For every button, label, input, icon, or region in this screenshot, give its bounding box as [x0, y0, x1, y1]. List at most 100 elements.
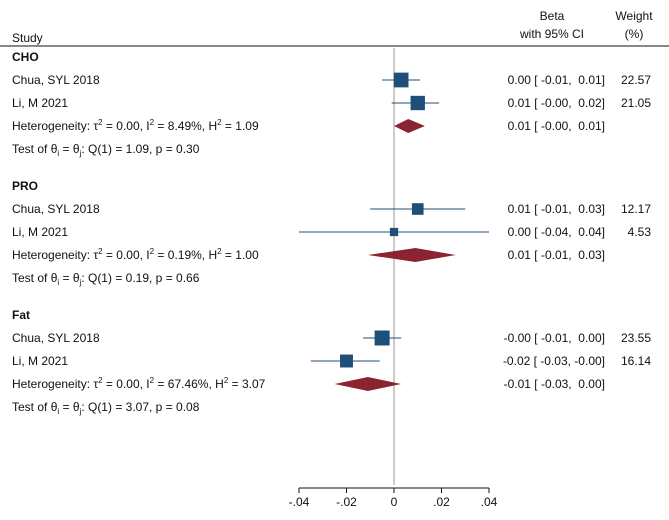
study-label: Li, M 2021 [12, 225, 68, 239]
test-theta-j: θ [73, 142, 80, 156]
heterogeneity-text: Heterogeneity: τ2 = 0.00, I2 = 8.49%, H2… [12, 118, 259, 133]
het-h: H [215, 377, 224, 391]
test-sub-j: j [79, 407, 82, 416]
test-rest: : Q(1) = 0.19, p = 0.66 [81, 271, 199, 285]
test-eq: = [59, 271, 73, 285]
test-text: Test of θi = θj: Q(1) = 0.19, p = 0.66 [12, 271, 200, 287]
het-tau-sup: 2 [98, 118, 103, 127]
het-i: I [146, 248, 149, 262]
het-tau-val: = 0.00, [103, 248, 147, 262]
header-beta: Beta [540, 9, 565, 23]
header-beta-ci: with 95% CI [519, 27, 584, 41]
test-theta-j: θ [73, 400, 80, 414]
test-theta-i: θ [51, 400, 58, 414]
study-label: Li, M 2021 [12, 96, 68, 110]
study-weight: 4.53 [628, 225, 652, 239]
x-tick-label: .04 [481, 495, 498, 509]
header-weight-unit: (%) [625, 27, 644, 41]
study-ci: 0.00 [ -0.01, 0.01] [508, 73, 605, 87]
het-i-val: = 8.49%, [154, 119, 208, 133]
pooled-diamond [394, 119, 425, 133]
het-tau-val: = 0.00, [103, 377, 147, 391]
forest-rows: CHO Chua, SYL 2018 0.00 [ -0.01, 0.01] 22.5… [12, 48, 651, 485]
het-prefix: Heterogeneity: [12, 377, 93, 391]
study-ci: 0.01 [ -0.01, 0.03] [508, 202, 605, 216]
pooled-ci: 0.01 [ -0.00, 0.01] [508, 119, 605, 133]
study-label: Li, M 2021 [12, 354, 68, 368]
het-h: H [208, 119, 217, 133]
study-label: Chua, SYL 2018 [12, 331, 100, 345]
study-marker [340, 354, 353, 368]
x-axis: -.04 -.02 0 .02 .04 [289, 487, 498, 509]
pooled-ci: 0.01 [ -0.01, 0.03] [508, 248, 605, 262]
group-fat: Fat Chua, SYL 2018 -0.00 [ -0.01, 0.00] 23.… [12, 308, 651, 416]
x-tick-label: -.02 [336, 495, 357, 509]
study-weight: 21.05 [621, 96, 651, 110]
x-tick-label: -.04 [289, 495, 310, 509]
group-name: Fat [12, 308, 30, 322]
test-rest: : Q(1) = 3.07, p = 0.08 [81, 400, 199, 414]
het-h-val: = 1.00 [222, 248, 259, 262]
header-study: Study [12, 31, 43, 45]
pooled-ci: -0.01 [ -0.03, 0.00] [504, 377, 605, 391]
study-label: Chua, SYL 2018 [12, 73, 100, 87]
study-marker [410, 95, 425, 111]
het-h-val: = 3.07 [228, 377, 265, 391]
test-sub-i: i [57, 407, 59, 416]
pooled-diamond [334, 377, 402, 391]
x-tick-label: .02 [433, 495, 450, 509]
study-marker [411, 203, 424, 215]
het-h-sup: 2 [217, 118, 222, 127]
test-sub-j: j [79, 149, 82, 158]
study-marker [393, 72, 409, 88]
het-h-sup: 2 [224, 376, 229, 385]
study-marker [389, 227, 399, 237]
test-theta-i: θ [51, 271, 58, 285]
het-h-sup: 2 [217, 247, 222, 256]
header-weight: Weight [615, 9, 653, 23]
test-sub-i: i [57, 149, 59, 158]
study-weight: 12.17 [621, 202, 651, 216]
het-i-val: = 67.46%, [154, 377, 215, 391]
test-eq: = [59, 142, 73, 156]
het-prefix: Heterogeneity: [12, 248, 93, 262]
het-h-val: = 1.09 [222, 119, 259, 133]
test-text: Test of θi = θj: Q(1) = 3.07, p = 0.08 [12, 400, 200, 416]
test-sub-i: i [57, 278, 59, 287]
heterogeneity-text: Heterogeneity: τ2 = 0.00, I2 = 0.19%, H2… [12, 247, 259, 262]
study-ci: -0.00 [ -0.01, 0.00] [504, 331, 605, 345]
het-i-val: = 0.19%, [154, 248, 208, 262]
group-pro: PRO Chua, SYL 2018 0.01 [ -0.01, 0.03] 12.1… [12, 179, 651, 287]
study-label: Chua, SYL 2018 [12, 202, 100, 216]
het-tau-sup: 2 [98, 376, 103, 385]
het-prefix: Heterogeneity: [12, 119, 93, 133]
study-marker [374, 330, 390, 346]
test-prefix: Test of [12, 142, 51, 156]
test-sub-j: j [79, 278, 82, 287]
x-tick-label: 0 [391, 495, 398, 509]
het-tau: τ [93, 377, 98, 391]
heterogeneity-text: Heterogeneity: τ2 = 0.00, I2 = 67.46%, H… [12, 376, 266, 391]
test-theta-i: θ [51, 142, 58, 156]
study-weight: 23.55 [621, 331, 651, 345]
het-tau-sup: 2 [98, 247, 103, 256]
het-i-sup: 2 [150, 376, 155, 385]
test-eq: = [59, 400, 73, 414]
study-ci: -0.02 [ -0.03, -0.00] [503, 354, 605, 368]
het-i: I [146, 119, 149, 133]
het-h: H [208, 248, 217, 262]
het-tau-val: = 0.00, [103, 119, 147, 133]
het-i-sup: 2 [150, 118, 155, 127]
test-rest: : Q(1) = 1.09, p = 0.30 [81, 142, 199, 156]
pooled-diamond [367, 248, 456, 262]
het-tau: τ [93, 119, 98, 133]
group-name: PRO [12, 179, 38, 193]
test-prefix: Test of [12, 271, 51, 285]
study-weight: 22.57 [621, 73, 651, 87]
study-ci: 0.01 [ -0.00, 0.02] [508, 96, 605, 110]
test-text: Test of θi = θj: Q(1) = 1.09, p = 0.30 [12, 142, 200, 158]
test-prefix: Test of [12, 400, 51, 414]
test-theta-j: θ [73, 271, 80, 285]
het-i-sup: 2 [150, 247, 155, 256]
